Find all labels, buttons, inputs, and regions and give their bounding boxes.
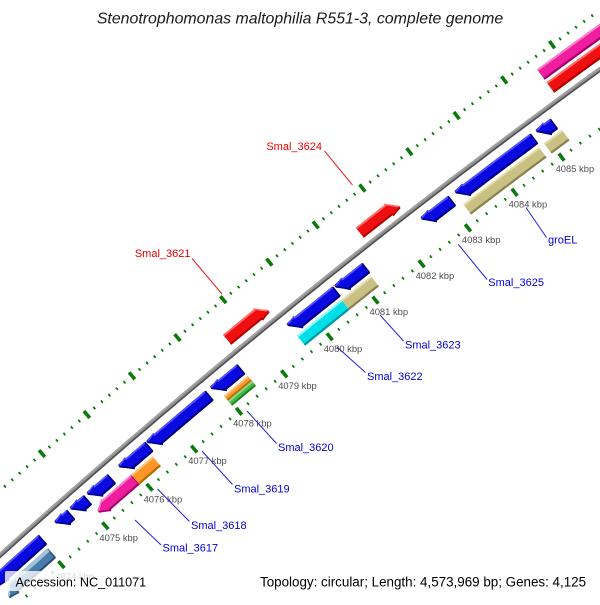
svg-text:Smal_3625: Smal_3625 — [488, 277, 544, 289]
svg-text:groEL: groEL — [548, 235, 577, 247]
svg-text:Smal_3623: Smal_3623 — [405, 340, 461, 352]
svg-text:Stenotrophomonas maltophilia R: Stenotrophomonas maltophilia R551-3, com… — [97, 10, 503, 27]
svg-text:Topology: circular; Length: 4,: Topology: circular; Length: 4,573,969 bp… — [260, 574, 586, 589]
svg-text:4082 kbp: 4082 kbp — [416, 270, 455, 281]
svg-text:Smal_3618: Smal_3618 — [191, 520, 247, 532]
svg-text:4076 kbp: 4076 kbp — [144, 493, 183, 504]
svg-text:4077 kbp: 4077 kbp — [188, 455, 227, 466]
svg-text:4084 kbp: 4084 kbp — [509, 198, 548, 209]
svg-text:4075 kbp: 4075 kbp — [99, 532, 138, 543]
svg-text:Smal_3617: Smal_3617 — [163, 543, 219, 555]
svg-text:4081 kbp: 4081 kbp — [370, 306, 409, 317]
svg-text:Smal_3621: Smal_3621 — [135, 248, 191, 260]
svg-text:Smal_3620: Smal_3620 — [278, 442, 334, 454]
svg-text:4078 kbp: 4078 kbp — [233, 417, 272, 428]
svg-text:Smal_3624: Smal_3624 — [266, 141, 322, 153]
svg-text:4080 kbp: 4080 kbp — [324, 343, 363, 354]
svg-text:Accession: NC_011071: Accession: NC_011071 — [16, 575, 147, 589]
svg-text:4083 kbp: 4083 kbp — [462, 234, 501, 245]
svg-text:Smal_3622: Smal_3622 — [367, 371, 423, 383]
svg-text:Smal_3619: Smal_3619 — [234, 484, 290, 496]
svg-text:4085 kbp: 4085 kbp — [556, 163, 595, 174]
svg-text:4079 kbp: 4079 kbp — [278, 380, 317, 391]
